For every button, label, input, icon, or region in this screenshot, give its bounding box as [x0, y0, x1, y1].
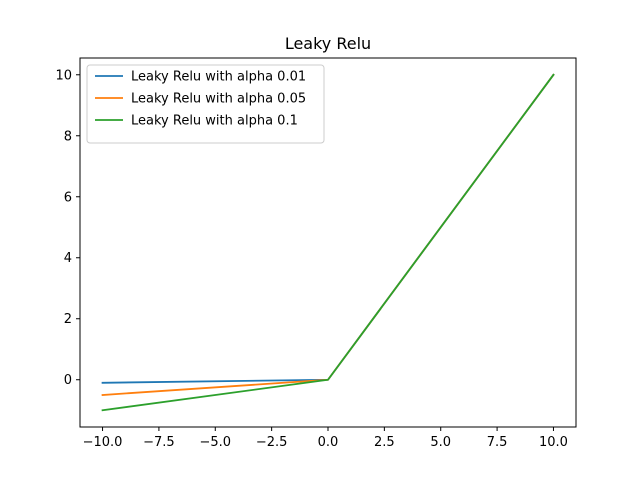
x-tick-label-1: −7.5 — [143, 435, 175, 450]
x-tick-label-3: −2.5 — [256, 435, 288, 450]
y-tick-label-1: 2 — [64, 312, 72, 327]
y-tick-label-4: 8 — [64, 129, 72, 144]
legend-frame — [86, 64, 325, 144]
legend-label-2: Leaky Relu with alpha 0.1 — [131, 114, 298, 129]
y-tick-label-2: 4 — [64, 251, 72, 266]
x-tick-label-6: 5.0 — [430, 435, 451, 450]
x-tick-label-2: −5.0 — [199, 435, 231, 450]
x-tick-label-0: −10.0 — [83, 435, 123, 450]
y-tick-label-5: 10 — [55, 68, 72, 83]
x-axis: −10.0 −7.5 −5.0 −2.5 0.0 2.5 5.0 7.5 10.0 — [83, 427, 568, 450]
y-tick-label-3: 6 — [64, 190, 72, 205]
legend-label-1: Leaky Relu with alpha 0.05 — [131, 92, 306, 107]
x-tick-label-8: 10.0 — [539, 435, 568, 450]
chart-title: Leaky Relu — [285, 34, 371, 53]
x-tick-label-5: 2.5 — [374, 435, 395, 450]
x-tick-label-4: 0.0 — [318, 435, 339, 450]
legend-label-0: Leaky Relu with alpha 0.01 — [131, 70, 306, 85]
legend: Leaky Relu with alpha 0.01 Leaky Relu wit… — [86, 64, 325, 144]
series-line-2 — [101, 73, 555, 412]
y-tick-label-0: 0 — [64, 373, 72, 388]
x-tick-label-7: 7.5 — [487, 435, 508, 450]
series-layer — [101, 73, 555, 412]
y-axis: 0 2 4 6 8 10 — [55, 68, 80, 388]
